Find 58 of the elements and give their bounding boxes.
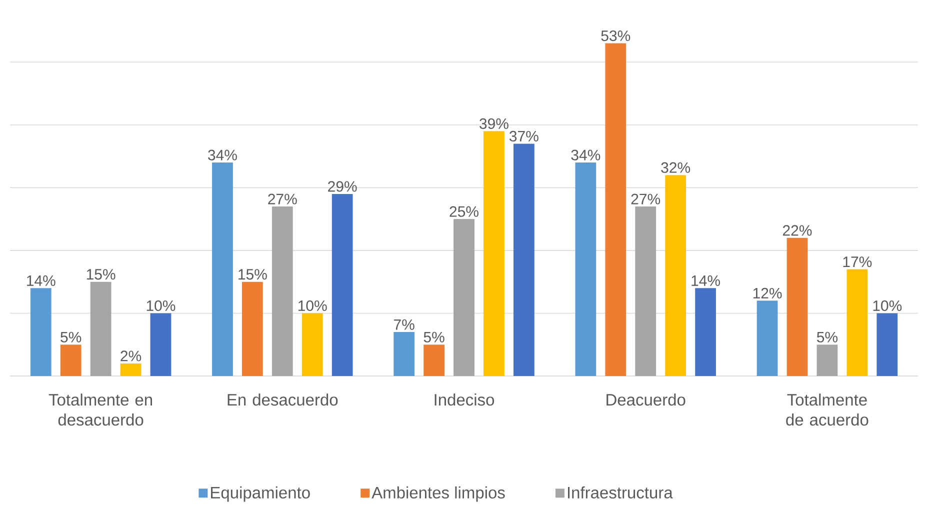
- data-label: 37%: [509, 130, 538, 142]
- data-label: 15%: [238, 269, 267, 280]
- x-tick-label: Totalmente de acuerdo: [786, 394, 868, 426]
- x-tick-label: En desacuerdo: [228, 394, 338, 406]
- legend-label: Infraestructura: [568, 486, 673, 498]
- data-label: 53%: [601, 30, 630, 42]
- bar: [575, 162, 596, 376]
- bar: [454, 219, 474, 376]
- data-label: 27%: [631, 194, 660, 204]
- data-label: 29%: [328, 181, 357, 192]
- bar: [695, 288, 716, 376]
- bar: [150, 313, 172, 376]
- bar: [816, 344, 838, 376]
- bar: [272, 206, 293, 376]
- data-label: 34%: [571, 150, 600, 160]
- bar: [30, 288, 52, 376]
- data-label: 34%: [208, 150, 237, 160]
- x-tick-label: Deacuerdo: [606, 394, 686, 406]
- data-label: 7%: [394, 319, 414, 330]
- x-tick-label: Indeciso: [434, 394, 494, 406]
- bar: [90, 282, 112, 376]
- bar: [513, 144, 534, 376]
- bar: [786, 238, 808, 376]
- bar: [756, 300, 778, 376]
- data-label: 2%: [120, 350, 142, 362]
- data-label: 5%: [60, 332, 82, 342]
- data-label: 5%: [424, 332, 444, 342]
- bar: [605, 43, 626, 376]
- bar: [665, 175, 686, 376]
- data-label: 39%: [480, 118, 508, 129]
- data-label: 14%: [692, 275, 720, 286]
- bar: [846, 269, 868, 376]
- data-label: 15%: [86, 269, 116, 280]
- data-label: 32%: [661, 162, 690, 173]
- data-label: 25%: [450, 206, 478, 217]
- data-label: 14%: [27, 275, 56, 286]
- bar: [876, 313, 898, 376]
- bar: [212, 162, 233, 376]
- data-label: 22%: [782, 225, 812, 236]
- data-label: 17%: [843, 256, 872, 268]
- bar: [484, 131, 504, 376]
- bar: [60, 344, 82, 376]
- bar: [242, 282, 263, 376]
- bar: [635, 206, 656, 376]
- data-label: 5%: [816, 332, 838, 342]
- data-label: 10%: [873, 300, 902, 312]
- bar: [120, 363, 142, 376]
- bar: [424, 344, 444, 376]
- bar: [332, 194, 353, 376]
- bar: [394, 332, 415, 376]
- bar: [302, 313, 323, 376]
- x-tick-label: Totalmente en desacuerdo: [48, 394, 152, 426]
- data-label: 10%: [146, 300, 176, 312]
- data-label: 12%: [753, 288, 782, 298]
- data-label: 10%: [298, 300, 327, 312]
- legend-label: Equipamiento: [211, 486, 310, 502]
- data-label: 27%: [268, 194, 297, 204]
- legend-label: Ambientes limpios: [372, 486, 505, 502]
